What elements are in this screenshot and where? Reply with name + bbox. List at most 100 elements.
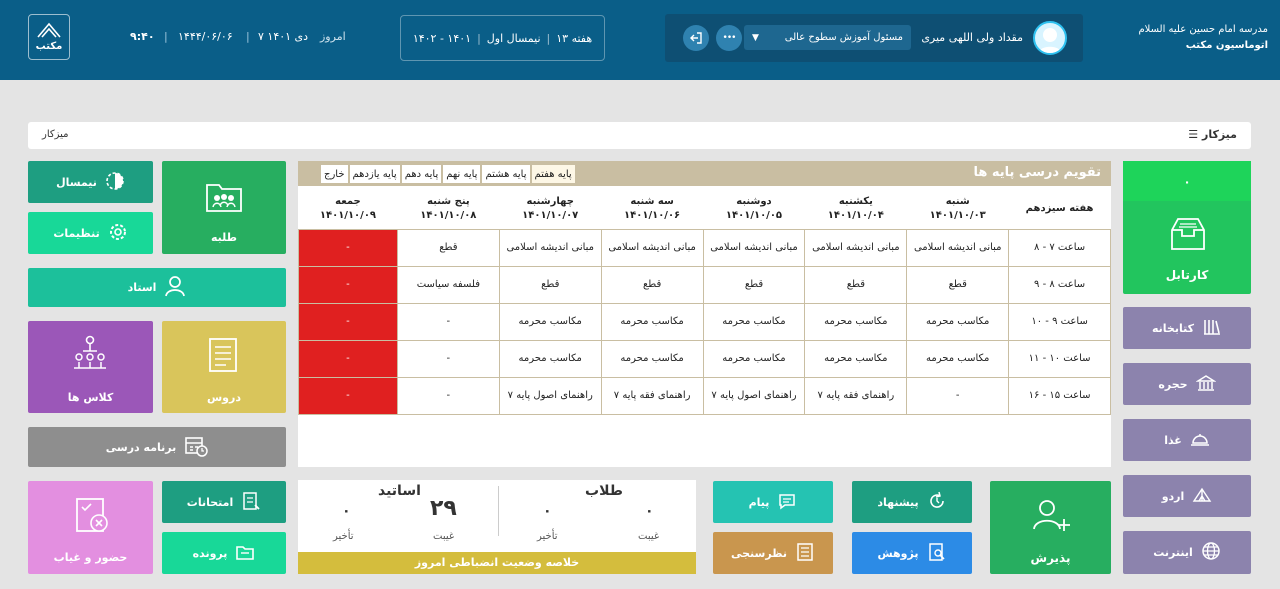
program-label: برنامه درسی: [105, 440, 177, 454]
table-row: ساعت ۱۵ - ۱۶ - راهنمای فقه پایه ۷ راهنما…: [298, 376, 1111, 415]
classes-tile[interactable]: کلاس ها: [28, 321, 153, 413]
avatar[interactable]: [1033, 21, 1067, 55]
lesson-cell[interactable]: فلسفه سیاست: [396, 265, 500, 304]
lesson-cell[interactable]: مکاسب محرمه: [702, 339, 806, 378]
lesson-cell[interactable]: مکاسب محرمه: [804, 302, 908, 341]
survey-tile[interactable]: نظرسنجی: [713, 532, 833, 574]
school-title: مدرسه امام حسین علیه السلام: [1138, 24, 1268, 35]
lesson-cell[interactable]: مکاسب محرمه: [600, 302, 704, 341]
message-tile[interactable]: پیام: [713, 481, 833, 523]
attendance-tile[interactable]: حضور و غیاب: [28, 481, 153, 574]
grade-tab[interactable]: پایه دهم: [400, 164, 443, 184]
grade-tab[interactable]: پایه یازدهم: [348, 164, 401, 184]
add-user-icon: [1031, 497, 1071, 536]
teachers-absent-value: ۲۹: [430, 496, 457, 521]
gear-icon: [108, 222, 128, 245]
schedule-header: تقویم درسی پایه ها پایه هفتم پایه هشتم پ…: [298, 161, 1111, 186]
library-tile[interactable]: کتابخانه: [1123, 307, 1251, 349]
lesson-cell[interactable]: -: [906, 376, 1010, 415]
grade-tab[interactable]: پایه هفتم: [530, 164, 576, 184]
search-document-icon: [927, 542, 947, 565]
research-tile[interactable]: پژوهش: [852, 532, 972, 574]
role-select[interactable]: ▼ مسئول آموزش سطوح عالی: [744, 25, 911, 50]
lesson-cell[interactable]: قطع: [498, 265, 602, 304]
lesson-cell[interactable]: مبانی اندیشه اسلامی: [498, 228, 602, 267]
research-label: پژوهش: [877, 546, 919, 560]
students-absent-label: غیبت: [638, 531, 660, 542]
lesson-cell[interactable]: مبانی اندیشه اسلامی: [702, 228, 806, 267]
lesson-cell[interactable]: مبانی اندیشه اسلامی: [804, 228, 908, 267]
lessons-tile[interactable]: دروس: [162, 321, 286, 413]
lesson-cell[interactable]: راهنمای فقه پایه ۷: [804, 376, 908, 415]
inbox-tray-icon: [1168, 216, 1208, 255]
chevron-down-icon: ▼: [752, 32, 759, 43]
settings-label: تنظیمات: [53, 226, 100, 240]
camp-label: اردو: [1161, 489, 1185, 503]
cartable-tile[interactable]: ۰ کارتابل: [1123, 161, 1251, 294]
lesson-cell[interactable]: راهنمای فقه پایه ۷: [600, 376, 704, 415]
teachers-label: اساتید: [378, 483, 421, 499]
grade-tab[interactable]: پایه هشتم: [481, 164, 531, 184]
holiday-cell: -: [298, 376, 398, 415]
lesson-cell[interactable]: مکاسب محرمه: [702, 302, 806, 341]
lesson-cell[interactable]: مکاسب محرمه: [600, 339, 704, 378]
document-icon: [206, 335, 242, 378]
lesson-cell[interactable]: مبانی اندیشه اسلامی: [600, 228, 704, 267]
lesson-cell[interactable]: مکاسب محرمه: [906, 339, 1010, 378]
classroom-icon: [71, 335, 109, 378]
lesson-cell[interactable]: قطع: [396, 228, 500, 267]
attendance-label: حضور و غیاب: [53, 551, 128, 564]
current-time: ۹:۴۰: [130, 30, 155, 43]
lesson-cell[interactable]: مکاسب محرمه: [498, 302, 602, 341]
internet-tile[interactable]: اینترنت: [1123, 531, 1251, 574]
students-late-value: ۰: [543, 503, 552, 519]
holiday-cell: -: [298, 228, 398, 267]
menu-icon[interactable]: ☰: [1188, 128, 1199, 141]
lesson-cell[interactable]: مکاسب محرمه: [804, 339, 908, 378]
lesson-cell[interactable]: -: [396, 339, 500, 378]
lesson-cell[interactable]: مبانی اندیشه اسلامی: [906, 228, 1010, 267]
proposal-label: پیشنهاد: [877, 495, 919, 509]
chat-bubble-icon: [777, 491, 797, 514]
files-tile[interactable]: پرونده: [162, 532, 286, 574]
teacher-label: استاد: [127, 281, 157, 294]
academic-year: ۱۴۰۱ - ۱۴۰۲: [412, 31, 472, 45]
lesson-cell[interactable]: قطع: [906, 265, 1010, 304]
logout-button[interactable]: [683, 25, 709, 51]
more-button[interactable]: •••: [716, 25, 742, 51]
program-tile[interactable]: برنامه درسی: [28, 427, 286, 467]
day-header: دوشنبه ۱۴۰۱/۱۰/۰۵: [725, 195, 783, 221]
lesson-cell[interactable]: قطع: [804, 265, 908, 304]
lesson-cell[interactable]: قطع: [702, 265, 806, 304]
lesson-cell[interactable]: قطع: [600, 265, 704, 304]
room-tile[interactable]: حجره: [1123, 363, 1251, 405]
student-label: طلبه: [210, 231, 237, 244]
semester-tile[interactable]: نیمسال: [28, 161, 153, 203]
settings-tile[interactable]: تنظیمات: [28, 212, 153, 254]
food-cloche-icon: [1190, 429, 1210, 452]
lesson-cell[interactable]: مکاسب محرمه: [906, 302, 1010, 341]
grade-tab[interactable]: خارج: [320, 164, 349, 184]
time-slot: ساعت ۷ - ۸: [1008, 228, 1111, 267]
exams-tile[interactable]: امتحانات: [162, 481, 286, 523]
table-row: ساعت ۱۰ - ۱۱ مکاسب محرمه مکاسب محرمه مکا…: [298, 339, 1111, 378]
food-tile[interactable]: غذا: [1123, 419, 1251, 461]
proposal-tile[interactable]: پیشنهاد: [852, 481, 972, 523]
checklist-icon: [795, 542, 815, 565]
lesson-cell[interactable]: راهنمای اصول پایه ۷: [498, 376, 602, 415]
lesson-cell[interactable]: مکاسب محرمه: [498, 339, 602, 378]
lesson-cell[interactable]: -: [396, 302, 500, 341]
breadcrumb-home-link[interactable]: میزکار: [42, 129, 69, 140]
student-tile[interactable]: طلبه: [162, 161, 286, 254]
lesson-cell[interactable]: -: [396, 376, 500, 415]
admission-tile[interactable]: پذیرش: [990, 481, 1111, 574]
grade-tab[interactable]: پایه نهم: [442, 164, 482, 184]
teacher-tile[interactable]: استاد: [28, 268, 286, 307]
lesson-cell[interactable]: راهنمای اصول پایه ۷: [702, 376, 806, 415]
camp-tile[interactable]: اردو: [1123, 475, 1251, 517]
person-icon: [164, 275, 186, 300]
discipline-summary: خلاصه وضعیت انضباطی امروز: [298, 480, 696, 574]
school-name: مدرسه امام حسین علیه السلام اتوماسیون مک…: [1138, 22, 1268, 54]
app-logo[interactable]: مکتب: [28, 14, 70, 60]
student-folder-icon: [205, 179, 243, 216]
